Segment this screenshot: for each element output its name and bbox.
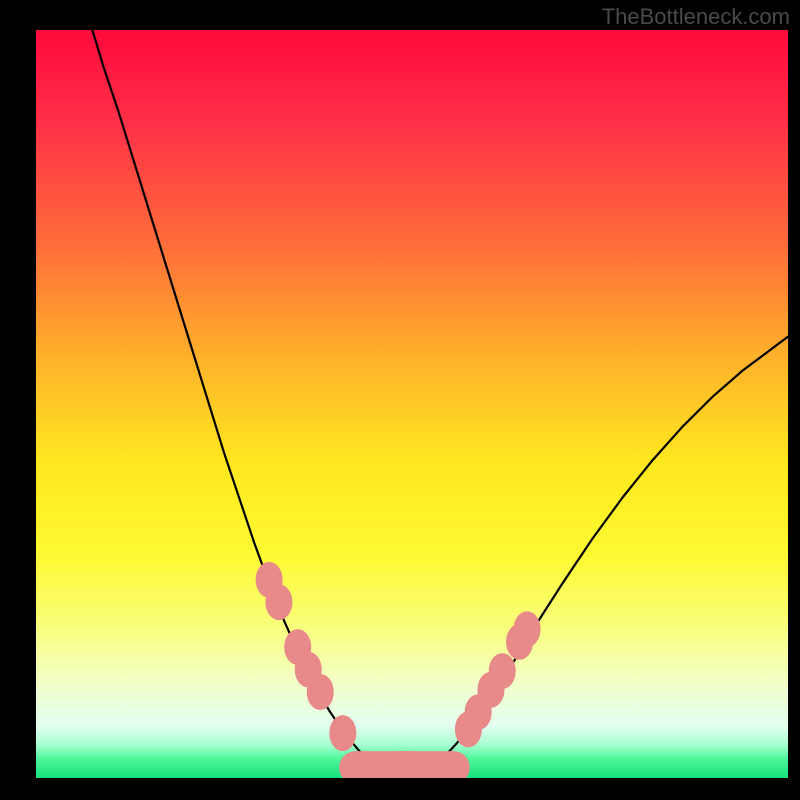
bottleneck-chart [36, 30, 788, 778]
chart-frame: TheBottleneck.com [0, 0, 800, 800]
watermark-text: TheBottleneck.com [602, 4, 790, 30]
